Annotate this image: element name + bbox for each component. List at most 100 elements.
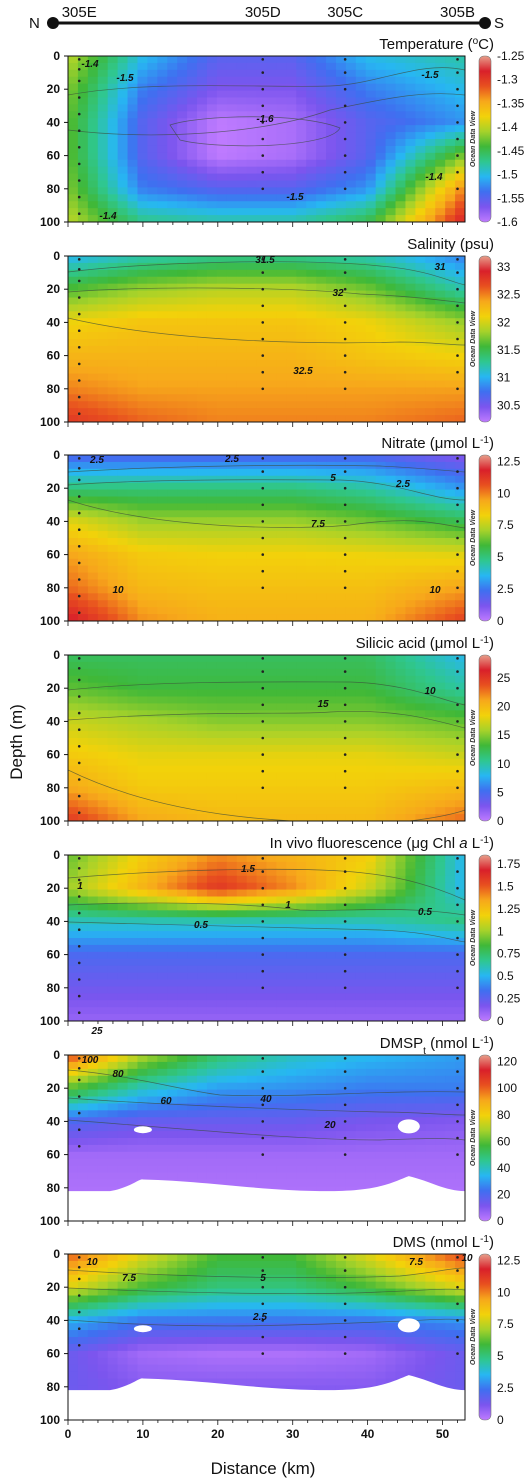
heatmap-cell: [395, 56, 407, 64]
heatmap-cell: [157, 579, 168, 588]
heatmap-cell: [415, 868, 426, 877]
heatmap-cell: [167, 118, 178, 126]
heatmap-cell: [197, 814, 208, 821]
heatmap-cell: [455, 786, 465, 794]
heatmap-cell: [256, 468, 268, 477]
heatmap-cell: [226, 896, 238, 905]
heatmap-cell: [375, 132, 387, 140]
heatmap-cell: [256, 269, 268, 278]
heatmap-cell: [117, 896, 129, 905]
heatmap-cell: [216, 290, 228, 299]
heatmap-cell: [345, 951, 357, 960]
heatmap-cell: [246, 97, 258, 106]
heatmap-cell: [335, 675, 347, 684]
heatmap-cell: [147, 345, 158, 354]
heatmap-cell: [147, 551, 158, 560]
heatmap-cell: [276, 503, 287, 511]
contour-label: -1.4: [425, 172, 443, 183]
heatmap-cell: [177, 703, 188, 711]
heatmap-cell: [167, 489, 178, 498]
heatmap-cell: [395, 531, 407, 539]
heatmap-cell: [395, 394, 407, 402]
sample-dot: [77, 195, 81, 199]
heatmap-cell: [97, 215, 109, 222]
heatmap-cell: [405, 269, 416, 278]
heatmap-cell: [87, 807, 99, 815]
heatmap-cell: [236, 166, 248, 175]
heatmap-cell: [286, 607, 297, 615]
heatmap-cell: [435, 201, 446, 209]
heatmap-cell: [68, 269, 79, 278]
heatmap-cell: [246, 531, 258, 539]
heatmap-cell: [147, 76, 158, 85]
heatmap-cell: [187, 359, 198, 368]
heatmap-cell: [425, 661, 436, 670]
heatmap-cell: [276, 215, 287, 222]
heatmap-cell: [355, 69, 367, 78]
heatmap-cell: [226, 373, 238, 382]
heatmap-cell: [137, 180, 148, 189]
heatmap-cell: [137, 938, 148, 946]
heatmap-cell: [246, 758, 258, 767]
heatmap-cell: [107, 972, 119, 981]
heatmap-cell: [157, 786, 168, 794]
heatmap-cell: [216, 786, 228, 794]
heatmap-cell: [147, 455, 158, 463]
heatmap-cell: [246, 503, 258, 511]
heatmap-cell: [107, 475, 119, 484]
heatmap-cell: [68, 717, 79, 725]
heatmap-cell: [197, 304, 208, 312]
heatmap-cell: [137, 145, 148, 154]
heatmap-cell: [236, 896, 248, 905]
heatmap-cell: [435, 455, 446, 463]
heatmap-cell: [296, 751, 307, 760]
heatmap-cell: [276, 593, 287, 601]
heatmap-cell: [68, 607, 79, 615]
heatmap-cell: [306, 889, 317, 898]
sample-dot: [456, 753, 459, 756]
heatmap-cell: [316, 256, 327, 264]
heatmap-cell: [77, 159, 89, 168]
heatmap-cell: [177, 276, 188, 285]
heatmap-cell: [415, 972, 426, 981]
heatmap-cell: [157, 152, 168, 161]
heatmap-cell: [296, 276, 307, 285]
heatmap-cell: [256, 415, 268, 422]
heatmap-cell: [306, 668, 317, 677]
heatmap-cell: [286, 380, 297, 389]
heatmap-cell: [147, 710, 158, 718]
heatmap-cell: [187, 724, 198, 732]
heatmap-cell: [87, 387, 99, 395]
heatmap-cell: [286, 166, 297, 175]
heatmap-cell: [306, 125, 317, 133]
heatmap-cell: [97, 475, 109, 484]
heatmap-cell: [345, 297, 357, 306]
heatmap-cell: [256, 132, 268, 140]
heatmap-cell: [246, 600, 258, 608]
heatmap-cell: [216, 104, 228, 112]
heatmap-cell: [266, 125, 278, 133]
heatmap-cell: [147, 194, 158, 202]
heatmap-cell: [107, 387, 119, 395]
y-tick-label: 60: [47, 748, 61, 762]
heatmap-cell: [296, 373, 307, 382]
heatmap-cell: [316, 772, 327, 781]
heatmap-cell: [197, 194, 208, 202]
heatmap-cell: [326, 855, 337, 863]
heatmap-cell: [107, 924, 119, 932]
heatmap-cell: [375, 551, 387, 560]
heatmap-cell: [77, 538, 89, 546]
heatmap-cell: [137, 779, 148, 788]
heatmap-cell: [316, 807, 327, 815]
heatmap-cell: [276, 544, 287, 553]
heatmap-cell: [236, 132, 248, 140]
heatmap-cell: [425, 256, 436, 264]
heatmap-cell: [415, 689, 426, 698]
heatmap-cell: [167, 710, 178, 718]
heatmap-cell: [365, 772, 377, 781]
heatmap-cell: [365, 90, 377, 99]
sample-dot: [343, 187, 347, 191]
heatmap-cell: [286, 586, 297, 594]
heatmap-cell: [326, 496, 337, 505]
heatmap-cell: [127, 689, 139, 698]
